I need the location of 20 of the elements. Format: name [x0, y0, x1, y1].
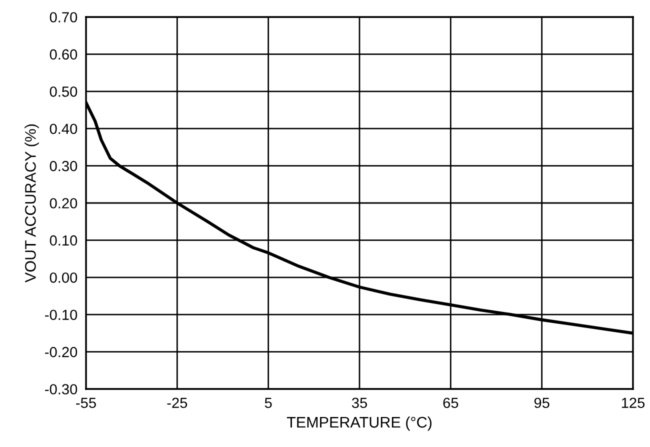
x-tick-label: 65 [443, 398, 458, 408]
y-axis-title: VOUT ACCURACY (%) [24, 124, 39, 282]
x-tick-label: 125 [622, 398, 645, 408]
x-tick-label: -25 [167, 398, 188, 408]
y-tick-label: 0.60 [50, 49, 78, 60]
y-tick-label: -0.20 [45, 346, 78, 358]
y-tick-label: 0.10 [50, 235, 78, 246]
y-tick-label: -0.10 [45, 310, 78, 320]
y-tick-label: 0.50 [50, 86, 78, 97]
y-tick-label: 0.00 [50, 272, 78, 283]
x-tick-label: 35 [352, 398, 367, 408]
y-tick-label: 0.70 [50, 12, 78, 22]
y-tick-label: 0.20 [50, 198, 78, 208]
x-tick-label: 95 [534, 398, 550, 408]
x-tick-label: -55 [76, 398, 96, 408]
y-tick-label: 0.40 [50, 124, 78, 134]
x-axis-title: TEMPERATURE (°C) [286, 416, 432, 431]
y-tick-label: 0.30 [50, 160, 78, 172]
x-tick-label: 5 [264, 398, 272, 408]
y-tick-label: -0.30 [45, 384, 78, 394]
